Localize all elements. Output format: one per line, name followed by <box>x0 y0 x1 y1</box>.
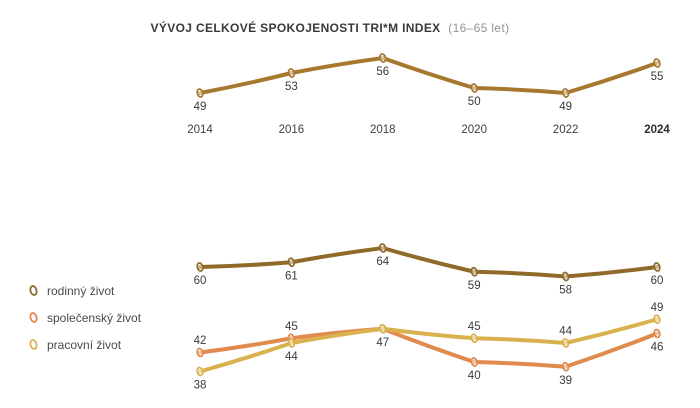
data-point-marker <box>287 68 296 78</box>
data-point-marker <box>561 271 570 282</box>
data-point-marker <box>196 366 204 377</box>
trim-index-line <box>198 56 659 95</box>
legend-item-rodinny-zivot: rodinný život <box>28 277 141 304</box>
legend-label: rodinný život <box>47 283 115 298</box>
legend-label: společenský život <box>47 310 142 325</box>
value-label: 49 <box>194 101 207 113</box>
spolecensky-zivot-line <box>198 326 659 369</box>
data-point-marker <box>196 262 204 272</box>
value-label: 50 <box>468 96 481 108</box>
data-point-marker <box>561 338 570 348</box>
data-point-marker <box>470 357 478 367</box>
value-label: 46 <box>651 342 664 354</box>
x-axis-label: 2016 <box>279 124 305 136</box>
legend-item-spolecensky-zivot: společenský život <box>28 304 141 331</box>
value-label: 61 <box>285 270 298 282</box>
chart-legend: rodinný život společenský život pracovní ž… <box>28 277 141 358</box>
value-label: 53 <box>285 81 298 93</box>
value-label: 60 <box>194 275 207 287</box>
value-label: 44 <box>285 351 298 363</box>
data-point-marker <box>653 262 661 272</box>
pracovni-zivot-line <box>198 317 659 374</box>
value-label: 39 <box>559 375 572 387</box>
legend-marker-icon <box>29 339 38 350</box>
data-point-marker <box>561 361 570 372</box>
value-label: 49 <box>559 101 572 113</box>
life-domains-chart: 60 61 64 59 58 60 42 45 47 40 39 46 38 44 45 44 49 <box>194 243 664 392</box>
value-label: 40 <box>468 370 481 382</box>
value-label: 56 <box>376 66 389 78</box>
data-point-marker <box>287 338 296 348</box>
value-label: 60 <box>651 275 664 287</box>
data-point-marker <box>653 328 661 339</box>
chart-subtitle: (16–65 let) <box>448 21 510 35</box>
legend-item-pracovni-zivot: pracovní život <box>28 331 141 358</box>
value-label: 55 <box>651 71 664 83</box>
data-point-marker <box>653 314 661 325</box>
data-point-marker <box>561 88 570 98</box>
trim-index-chart: 49 53 56 50 49 55 2014 2016 2018 2020 2022 2024 <box>187 53 670 136</box>
data-point-marker <box>379 243 387 253</box>
value-label: 58 <box>559 285 572 297</box>
legend-marker-icon <box>29 312 38 323</box>
value-label: 47 <box>376 337 389 349</box>
data-point-marker <box>196 88 204 98</box>
value-label: 38 <box>194 380 207 392</box>
rodinny-zivot-line <box>198 246 659 279</box>
x-axis-label: 2020 <box>461 124 487 136</box>
data-point-marker <box>470 83 478 93</box>
legend-label: pracovní život <box>47 337 122 352</box>
value-label: 45 <box>285 321 298 333</box>
x-axis-label: 2024 <box>644 124 670 136</box>
data-point-marker <box>287 257 296 268</box>
data-point-marker <box>196 347 204 358</box>
data-point-marker <box>379 53 387 63</box>
value-label: 42 <box>194 335 207 347</box>
x-axis-label: 2018 <box>370 124 396 136</box>
value-label: 45 <box>468 321 481 333</box>
data-point-marker <box>470 266 478 277</box>
data-point-marker <box>470 333 478 344</box>
legend-marker-icon <box>29 285 38 296</box>
value-label: 49 <box>651 302 664 314</box>
chart-title-text: VÝVOJ CELKOVÉ SPOKOJENOSTI TRI*M INDEX <box>150 21 441 35</box>
data-point-marker <box>379 323 387 334</box>
value-label: 44 <box>559 326 572 338</box>
chart-title: VÝVOJ CELKOVÉ SPOKOJENOSTI TRI*M INDEX (… <box>0 21 660 35</box>
x-axis-label: 2014 <box>187 124 213 136</box>
data-point-marker <box>653 58 661 68</box>
x-axis-label: 2022 <box>553 124 579 136</box>
value-label: 59 <box>468 280 481 292</box>
value-label: 64 <box>376 256 389 268</box>
